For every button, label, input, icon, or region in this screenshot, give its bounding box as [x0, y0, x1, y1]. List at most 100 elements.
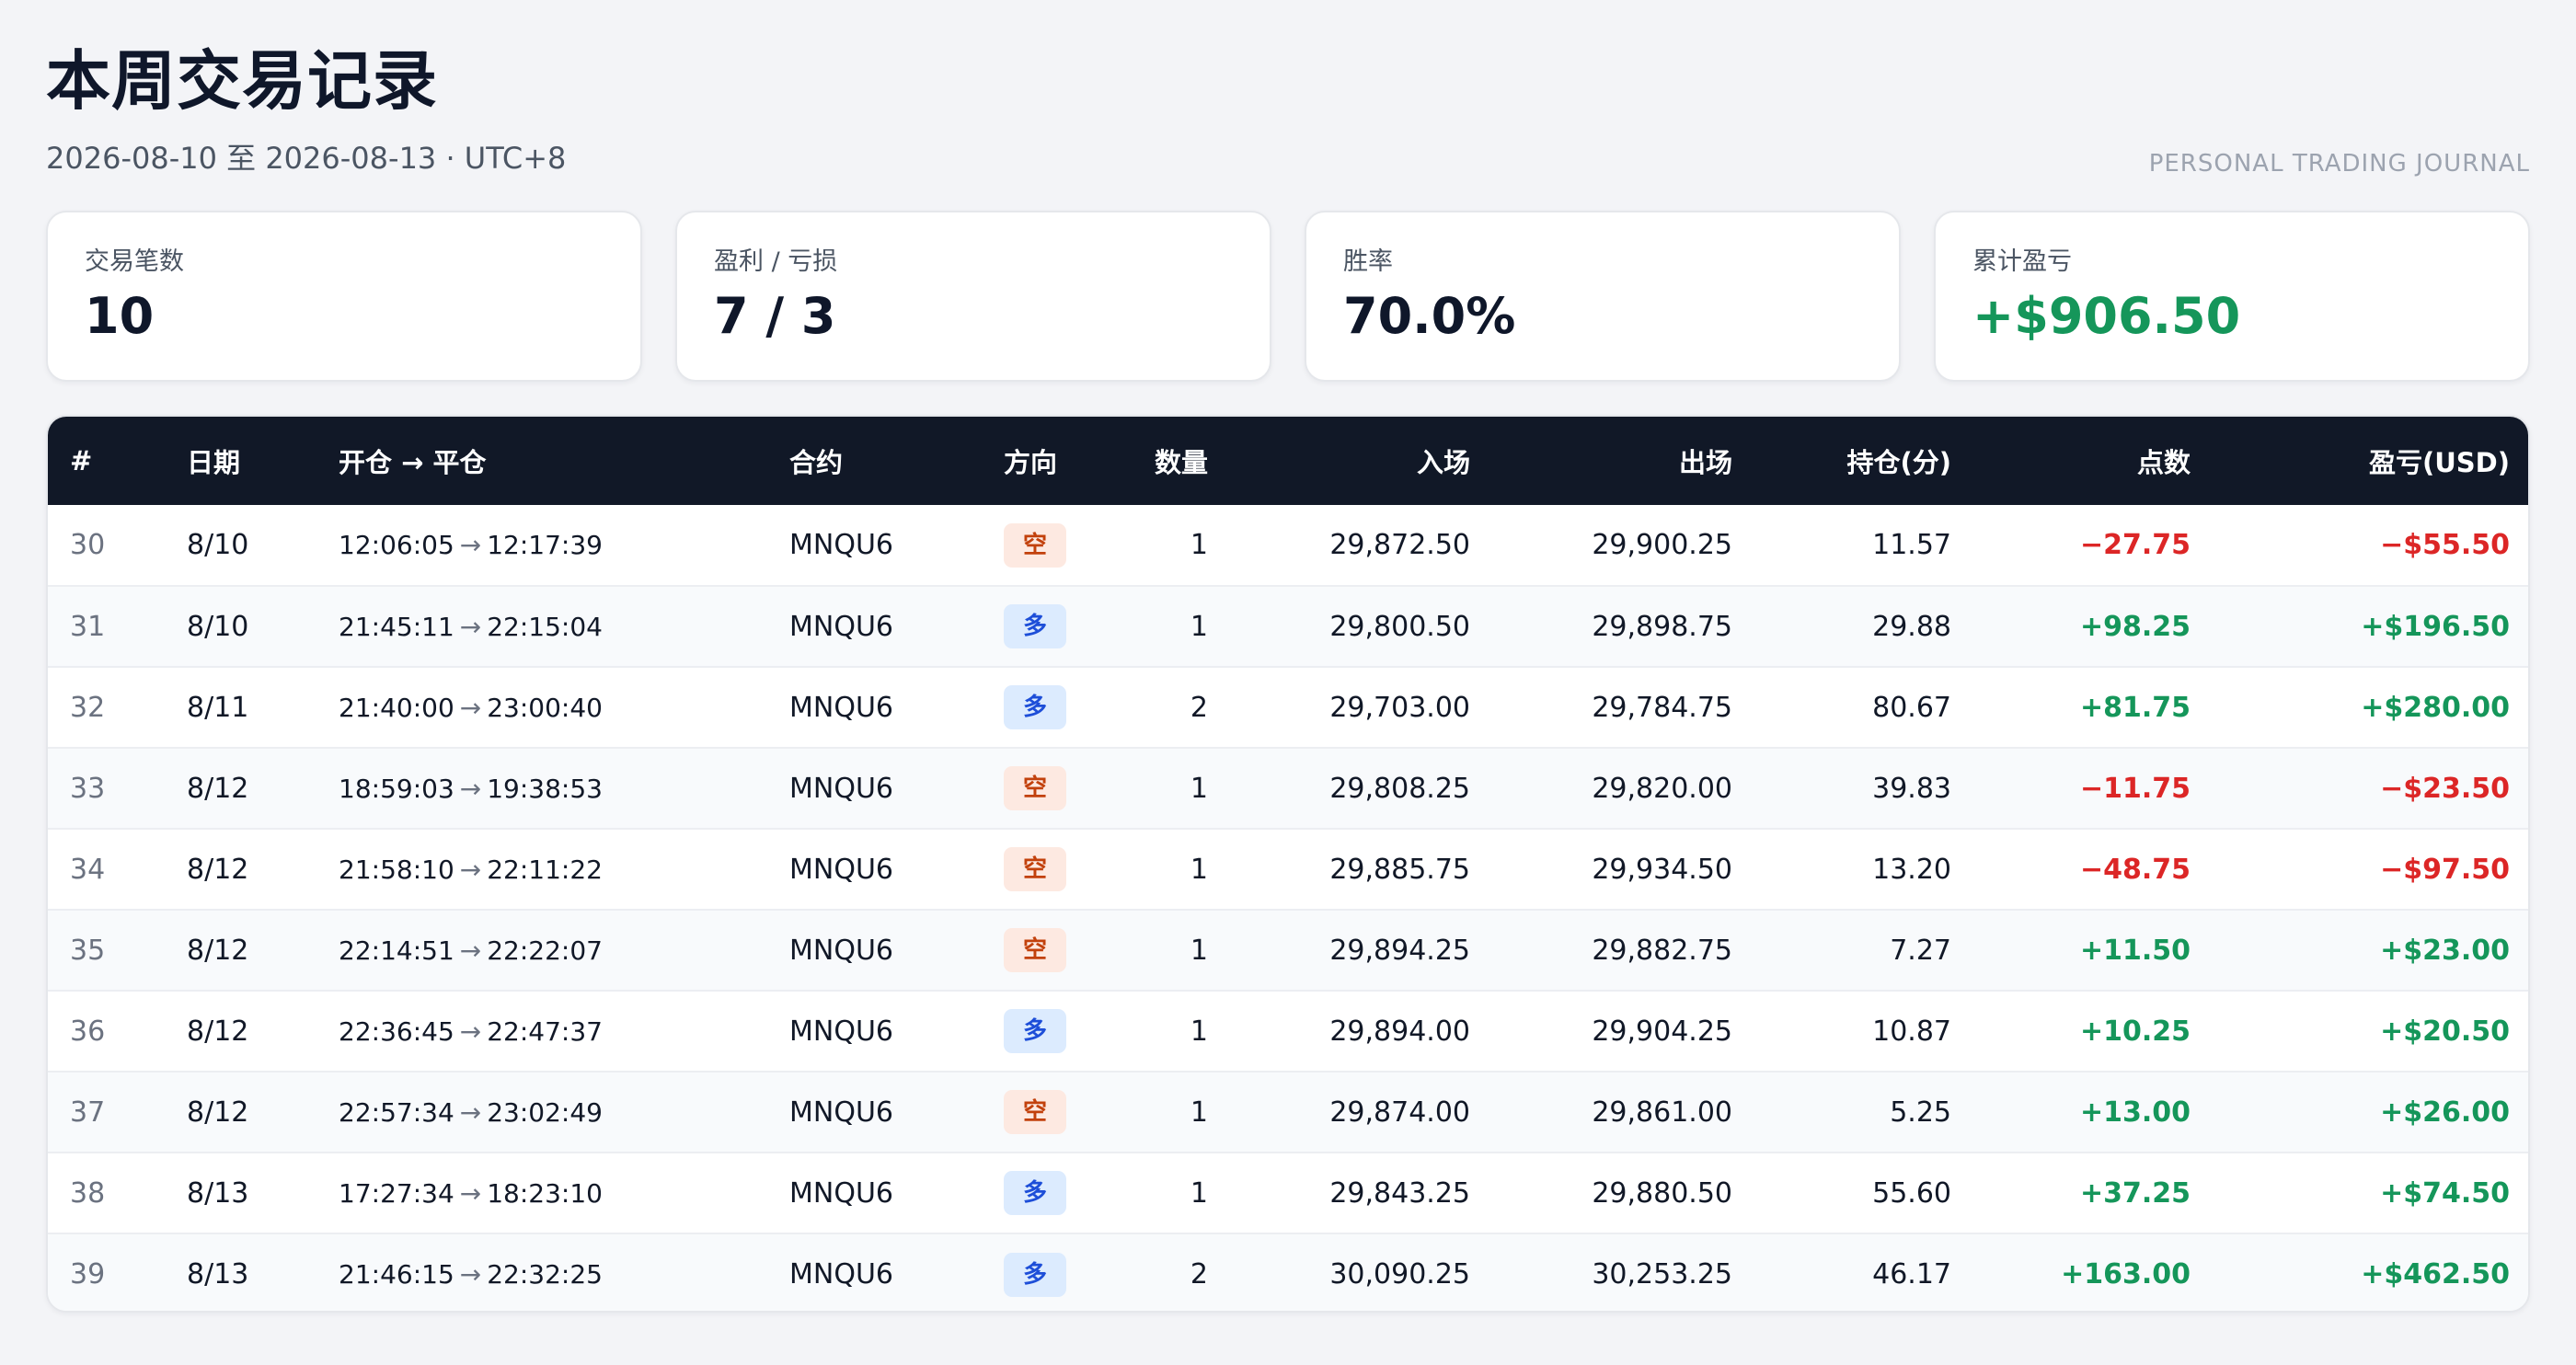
cell-pnl: +$20.50 — [2380, 1015, 2510, 1048]
cell-hold-minutes: 13.20 — [1872, 853, 1951, 886]
cell-exit: 29,861.00 — [1592, 1095, 1732, 1129]
open-time: 18:59:03 — [339, 773, 454, 804]
stat-value: 7 / 3 — [714, 287, 836, 345]
trades-table-body: 30 8/10 12:06:05 → 12:17:39 MNQU6 空 1 29,872.50 2… — [48, 505, 2528, 1311]
cell-exit: 29,934.50 — [1592, 853, 1732, 886]
open-time: 22:36:45 — [339, 1015, 454, 1047]
cell-hold-minutes: 5.25 — [1890, 1095, 1951, 1129]
cell-index: 33 — [70, 772, 106, 805]
direction-badge: 空 — [1004, 522, 1066, 568]
cell-date: 8/10 — [187, 529, 249, 561]
cell-exit: 29,882.75 — [1592, 934, 1732, 967]
table-row: 39 8/13 21:46:15 → 22:32:25 MNQU6 多 2 30,090.25 3… — [48, 1233, 2528, 1311]
cell-hold-minutes: 29.88 — [1872, 610, 1951, 643]
cell-contract: MNQU6 — [789, 1015, 893, 1048]
arrow-right-icon: → — [459, 530, 482, 560]
cell-exit: 29,880.50 — [1592, 1176, 1732, 1210]
cell-index: 34 — [70, 853, 106, 886]
stat-value: 70.0% — [1343, 287, 1516, 345]
cell-time-range: 18:59:03 → 19:38:53 — [316, 748, 767, 829]
table-row: 35 8/12 22:14:51 → 22:22:07 MNQU6 空 1 29,894.25 2… — [48, 910, 2528, 991]
cell-pnl: −$55.50 — [2380, 529, 2510, 561]
close-time: 22:11:22 — [487, 854, 603, 885]
cell-exit: 29,784.75 — [1592, 691, 1732, 724]
cell-points: +10.25 — [2079, 1015, 2191, 1048]
cell-direction: 多 — [982, 991, 1106, 1072]
direction-badge: 空 — [1004, 847, 1066, 891]
cell-exit: 29,898.75 — [1592, 610, 1732, 643]
arrow-right-icon: → — [459, 1177, 482, 1209]
cell-entry: 29,800.50 — [1329, 610, 1470, 643]
cell-index: 36 — [70, 1015, 106, 1048]
cell-index: 37 — [70, 1095, 106, 1129]
open-time: 21:58:10 — [339, 854, 454, 885]
arrow-right-icon: → — [459, 1259, 482, 1290]
table-row: 36 8/12 22:36:45 → 22:47:37 MNQU6 多 1 29,894.00 2… — [48, 991, 2528, 1072]
table-row: 34 8/12 21:58:10 → 22:11:22 MNQU6 空 1 29,885.75 2… — [48, 829, 2528, 910]
column-header-direction: 方向 — [1004, 447, 1058, 478]
arrow-right-icon: → — [459, 773, 482, 804]
table-row: 33 8/12 18:59:03 → 19:38:53 MNQU6 空 1 29,808.25 2… — [48, 748, 2528, 829]
cell-entry: 29,703.00 — [1329, 691, 1470, 724]
cell-entry: 30,090.25 — [1329, 1258, 1470, 1290]
column-header-index: # — [70, 445, 93, 476]
cell-points: +163.00 — [2061, 1258, 2191, 1290]
cell-date: 8/12 — [187, 934, 249, 967]
cell-points: +37.25 — [2079, 1176, 2191, 1210]
column-header-exit: 出场 — [1678, 447, 1732, 478]
cell-contract: MNQU6 — [789, 529, 893, 561]
direction-badge: 空 — [1004, 766, 1066, 810]
cell-direction: 多 — [982, 586, 1106, 667]
cell-time-range: 22:36:45 → 22:47:37 — [316, 991, 767, 1072]
cell-time-range: 21:45:11 → 22:15:04 — [316, 586, 767, 667]
cell-quantity: 1 — [1190, 772, 1208, 805]
close-time: 22:32:25 — [487, 1259, 603, 1290]
stat-card-trade-count: 交易笔数 10 — [46, 211, 642, 382]
cell-pnl: −$97.50 — [2380, 853, 2510, 886]
table-row: 31 8/10 21:45:11 → 22:15:04 MNQU6 多 1 29,800.50 2… — [48, 586, 2528, 667]
cell-pnl: −$23.50 — [2380, 772, 2510, 805]
cell-hold-minutes: 80.67 — [1872, 691, 1951, 724]
cell-time-range: 21:40:00 → 23:00:40 — [316, 667, 767, 748]
table-row: 37 8/12 22:57:34 → 23:02:49 MNQU6 空 1 29,874.00 2… — [48, 1072, 2528, 1153]
cell-hold-minutes: 39.83 — [1872, 772, 1951, 805]
cell-entry: 29,872.50 — [1329, 529, 1470, 561]
cell-entry: 29,894.00 — [1329, 1015, 1470, 1048]
stat-value: +$906.50 — [1972, 287, 2241, 345]
cell-entry: 29,874.00 — [1329, 1095, 1470, 1129]
cell-points: −27.75 — [2079, 529, 2191, 561]
cell-contract: MNQU6 — [789, 1176, 893, 1210]
table-row: 32 8/11 21:40:00 → 23:00:40 MNQU6 多 2 29,703.00 2… — [48, 667, 2528, 748]
close-time: 12:17:39 — [487, 530, 603, 560]
cell-time-range: 12:06:05 → 12:17:39 — [316, 505, 767, 586]
stat-card-total-pnl: 累计盈亏 +$906.50 — [1934, 211, 2530, 382]
cell-entry: 29,885.75 — [1329, 853, 1470, 886]
stat-card-win-rate: 胜率 70.0% — [1305, 211, 1901, 382]
direction-badge: 多 — [1004, 1252, 1066, 1297]
cell-hold-minutes: 7.27 — [1890, 934, 1951, 967]
cell-entry: 29,894.25 — [1329, 934, 1470, 967]
open-time: 22:14:51 — [339, 935, 454, 966]
cell-index: 30 — [70, 529, 106, 561]
cell-exit: 29,904.25 — [1592, 1015, 1732, 1048]
cell-quantity: 1 — [1190, 853, 1208, 886]
cell-quantity: 1 — [1190, 1015, 1208, 1048]
cell-contract: MNQU6 — [789, 934, 893, 967]
summary-stats: 交易笔数 10 盈利 / 亏损 7 / 3 胜率 70.0% 累计盈亏 +$90… — [46, 211, 2530, 382]
cell-contract: MNQU6 — [789, 610, 893, 643]
cell-date: 8/11 — [187, 691, 249, 724]
direction-badge: 多 — [1004, 1009, 1066, 1053]
table-row: 38 8/13 17:27:34 → 18:23:10 MNQU6 多 1 29,843.25 2… — [48, 1153, 2528, 1233]
cell-contract: MNQU6 — [789, 1095, 893, 1129]
cell-points: −48.75 — [2079, 853, 2191, 886]
trades-table: # 日期 开仓 → 平仓 合约 方向 数量 入场 出场 持仓(分) 点数 盈亏(… — [48, 417, 2528, 1311]
cell-index: 32 — [70, 691, 106, 724]
column-header-points: 点数 — [2136, 447, 2191, 478]
cell-time-range: 22:14:51 → 22:22:07 — [316, 910, 767, 991]
close-time: 22:15:04 — [487, 611, 603, 642]
cell-exit: 30,253.25 — [1592, 1258, 1732, 1290]
cell-index: 35 — [70, 934, 106, 967]
cell-index: 39 — [70, 1258, 106, 1290]
cell-points: +13.00 — [2079, 1095, 2191, 1129]
open-time: 21:45:11 — [339, 611, 454, 642]
